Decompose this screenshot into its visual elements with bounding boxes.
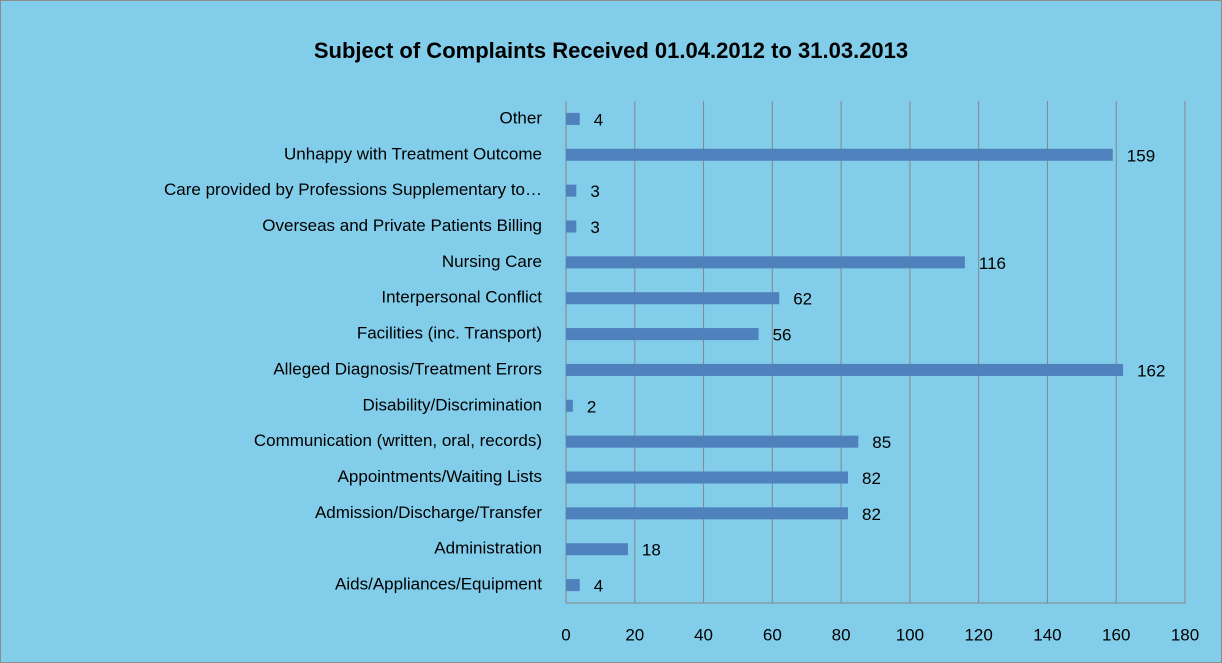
x-tick-label: 120 — [964, 625, 992, 644]
bar — [566, 112, 580, 125]
y-tick-label: Nursing Care — [442, 252, 542, 271]
data-label: 82 — [862, 505, 881, 524]
y-tick-label: Interpersonal Conflict — [381, 288, 542, 307]
data-label: 4 — [594, 110, 603, 129]
x-tick-label: 40 — [694, 625, 713, 644]
data-label: 62 — [793, 290, 812, 309]
data-label: 116 — [979, 254, 1006, 273]
bar — [566, 471, 848, 484]
bar — [566, 328, 759, 341]
data-label: 2 — [587, 397, 596, 416]
y-tick-label: Unhappy with Treatment Outcome — [284, 144, 542, 163]
bar — [566, 184, 577, 197]
data-label: 4 — [594, 577, 603, 596]
data-label: 3 — [590, 218, 599, 237]
bar — [566, 579, 580, 592]
data-label: 56 — [773, 326, 792, 345]
y-tick-label: Communication (written, oral, records) — [254, 431, 542, 450]
bar — [566, 435, 859, 448]
y-tick-label: Care provided by Professions Supplementa… — [164, 180, 542, 199]
bar — [566, 148, 1113, 161]
data-label: 85 — [872, 433, 891, 452]
data-label: 82 — [862, 469, 881, 488]
y-tick-label: Appointments/Waiting Lists — [338, 467, 542, 486]
data-label: 162 — [1137, 361, 1165, 380]
x-tick-label: 160 — [1102, 625, 1130, 644]
x-tick-label: 0 — [561, 625, 570, 644]
data-label: 3 — [590, 182, 599, 201]
y-tick-label: Alleged Diagnosis/Treatment Errors — [273, 359, 542, 378]
bar — [566, 399, 573, 412]
x-tick-label: 60 — [763, 625, 782, 644]
y-tick-label: Admission/Discharge/Transfer — [315, 503, 542, 522]
x-tick-label: 80 — [832, 625, 851, 644]
bar — [566, 256, 965, 269]
data-label: 18 — [642, 541, 661, 560]
y-tick-label: Disability/Discrimination — [363, 395, 543, 414]
x-tick-label: 140 — [1033, 625, 1061, 644]
data-label: 159 — [1127, 146, 1155, 165]
x-tick-label: 20 — [625, 625, 644, 644]
y-tick-label: Other — [499, 108, 542, 127]
x-tick-label: 180 — [1171, 625, 1199, 644]
x-tick-label: 100 — [896, 625, 924, 644]
bar — [566, 507, 848, 520]
y-tick-label: Administration — [434, 539, 542, 558]
bar — [566, 543, 628, 556]
bar — [566, 363, 1124, 376]
bar — [566, 292, 780, 305]
y-tick-label: Overseas and Private Patients Billing — [262, 216, 542, 235]
bar — [566, 220, 577, 233]
chart-title: Subject of Complaints Received 01.04.201… — [314, 38, 908, 63]
y-tick-label: Aids/Appliances/Equipment — [335, 575, 542, 594]
y-tick-label: Facilities (inc. Transport) — [357, 324, 542, 343]
